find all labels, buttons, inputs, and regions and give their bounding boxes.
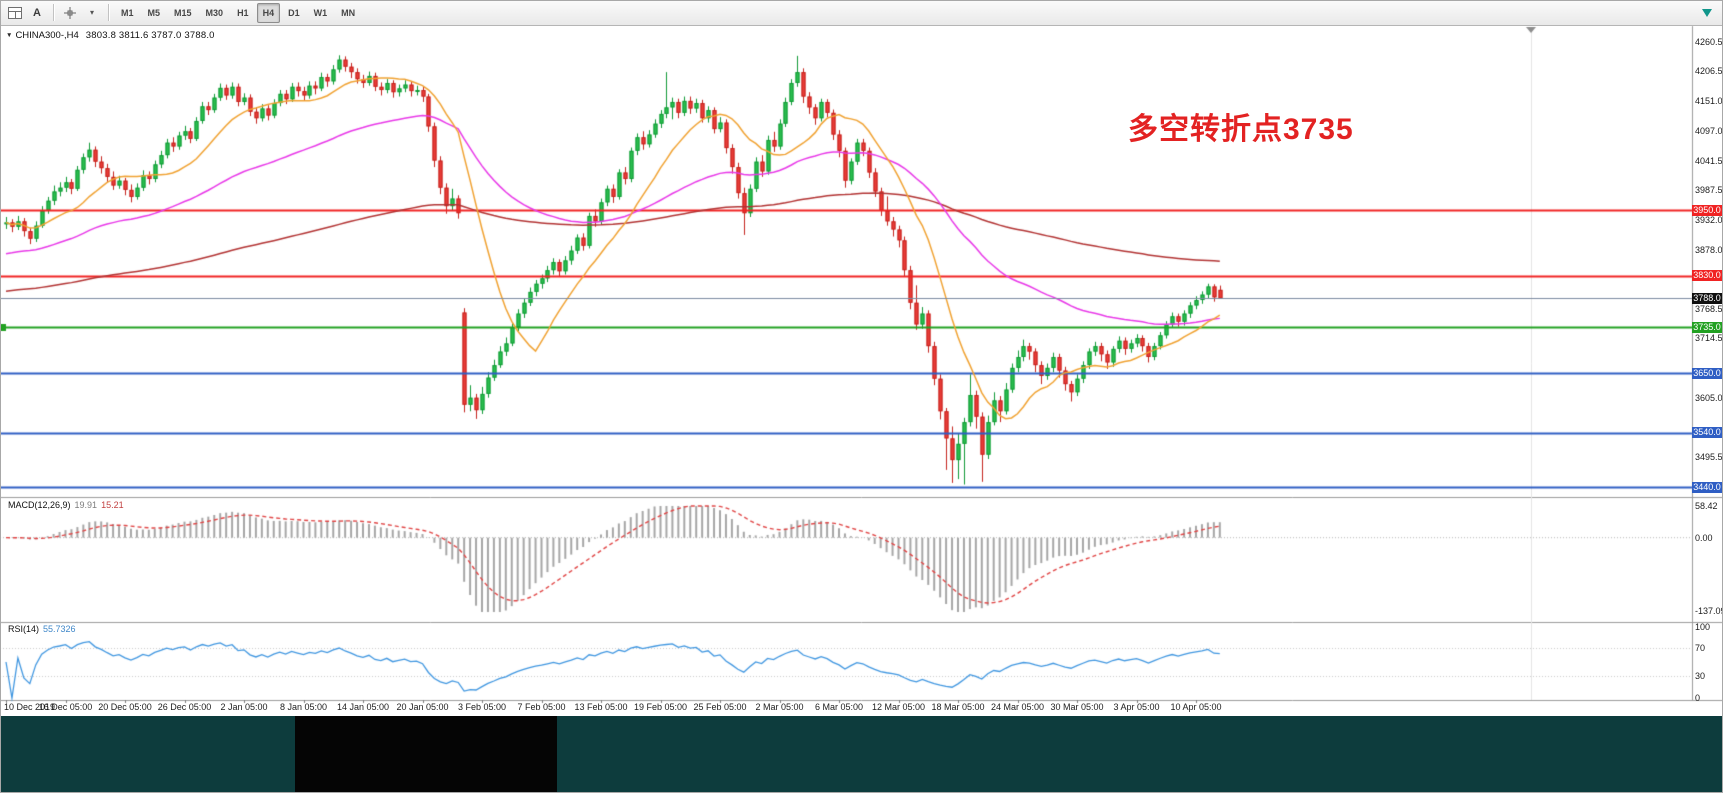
main-toolbar: A ▾ M1 M5 M15 M30 H1 H4 D1 W1 MN: [0, 0, 1723, 26]
timeframe-button-m15[interactable]: M15: [168, 3, 198, 23]
timeframe-button-m30[interactable]: M30: [200, 3, 230, 23]
timeframe-group: M1 M5 M15 M30 H1 H4 D1 W1 MN: [114, 2, 362, 23]
teal-triangle-glyph: [1702, 8, 1712, 17]
charts-grid-icon[interactable]: [5, 3, 25, 23]
toolbar-separator: [108, 4, 109, 21]
taskbar-segment: [295, 716, 557, 793]
timeframe-button-w1[interactable]: W1: [308, 3, 334, 23]
tool-dropdown-caret-icon[interactable]: ▾: [82, 3, 102, 23]
crosshair-tool-icon[interactable]: [60, 3, 80, 23]
text-tool-glyph: A: [33, 6, 41, 19]
timeframe-button-m1[interactable]: M1: [115, 3, 140, 23]
crosshair-glyph: [64, 6, 76, 19]
timeframe-button-h4[interactable]: H4: [256, 2, 281, 23]
timeframe-button-h1[interactable]: H1: [231, 3, 255, 23]
caret-glyph: ▾: [89, 8, 94, 17]
charts-grid-glyph: [8, 6, 22, 19]
toolbar-separator: [53, 4, 54, 21]
panel-toggle-icon[interactable]: [1697, 3, 1717, 23]
text-tool-icon[interactable]: A: [27, 3, 47, 23]
timeframe-button-d1[interactable]: D1: [282, 3, 306, 23]
timeframe-button-m5[interactable]: M5: [142, 3, 167, 23]
taskbar[interactable]: [0, 716, 1723, 793]
timeframe-button-mn[interactable]: MN: [335, 3, 361, 23]
